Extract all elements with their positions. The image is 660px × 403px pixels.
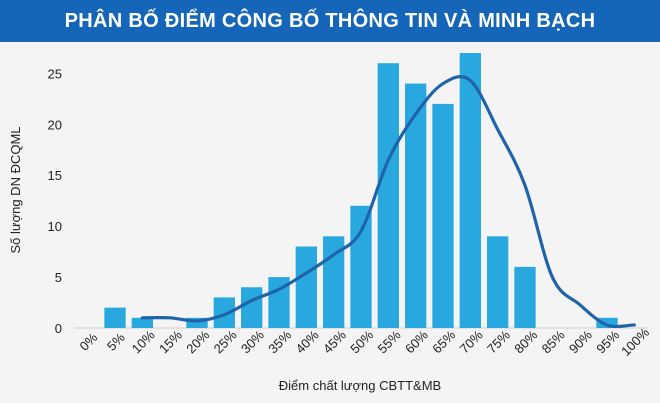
bar — [241, 287, 263, 328]
x-tick-label: 80% — [511, 327, 540, 356]
chart-title: PHÂN BỐ ĐIỂM CÔNG BỐ THÔNG TIN VÀ MINH B… — [64, 9, 596, 32]
x-tick-label: 20% — [183, 327, 212, 356]
bar — [186, 317, 208, 328]
x-tick-label: 15% — [156, 327, 185, 356]
x-tick-label: 10% — [129, 327, 158, 356]
x-axis-title: Điểm chất lượng CBTT&MB — [279, 378, 441, 393]
trend-line — [140, 75, 636, 329]
bar — [131, 317, 153, 328]
x-tick-label: 25% — [211, 327, 240, 356]
x-tick-label: 95% — [593, 327, 622, 356]
title-banner: PHÂN BỐ ĐIỂM CÔNG BỐ THÔNG TIN VÀ MINH B… — [0, 0, 660, 42]
y-axis-title: Số lượng DN ĐCQML — [8, 126, 23, 253]
x-tick-label: 35% — [265, 327, 294, 356]
x-tick-label: 90% — [566, 327, 595, 356]
x-tick-label: 65% — [429, 327, 458, 356]
bar — [459, 53, 481, 328]
x-tick-label: 60% — [402, 327, 431, 356]
bar — [268, 277, 290, 328]
bar — [432, 103, 454, 328]
bar — [104, 307, 126, 328]
bars — [104, 53, 618, 329]
x-tick-label: 30% — [238, 327, 267, 356]
x-tick-label: 100% — [618, 324, 652, 358]
x-tick-label: 75% — [484, 327, 513, 356]
x-tick-label: 0% — [77, 330, 101, 354]
x-tick-label: 40% — [293, 327, 322, 356]
bar — [514, 266, 536, 328]
bar — [350, 205, 372, 328]
y-tick-label: 25 — [48, 66, 62, 81]
bar — [377, 63, 399, 329]
x-tick-label: 5% — [104, 330, 128, 354]
y-tick-label: 20 — [48, 117, 62, 132]
bar — [596, 317, 618, 328]
bar — [213, 297, 235, 328]
y-tick-label: 10 — [48, 219, 62, 234]
y-tick-label: 0 — [55, 321, 62, 336]
y-tick-label: 5 — [55, 270, 62, 285]
bar — [487, 236, 509, 328]
x-tick-label: 70% — [457, 327, 486, 356]
x-tick-label: 50% — [347, 327, 376, 356]
x-tick-labels: 0% 5% 10%15%20%25%30%35%40%45%50%55%60%65%… — [77, 324, 653, 358]
bar — [295, 246, 317, 328]
x-tick-label: 85% — [539, 327, 568, 356]
y-tick-labels: 0 5 10 15 20 25 — [48, 66, 62, 336]
bar — [405, 83, 427, 328]
x-tick-label: 45% — [320, 327, 349, 356]
x-tick-label: 55% — [375, 327, 404, 356]
y-tick-label: 15 — [48, 168, 62, 183]
